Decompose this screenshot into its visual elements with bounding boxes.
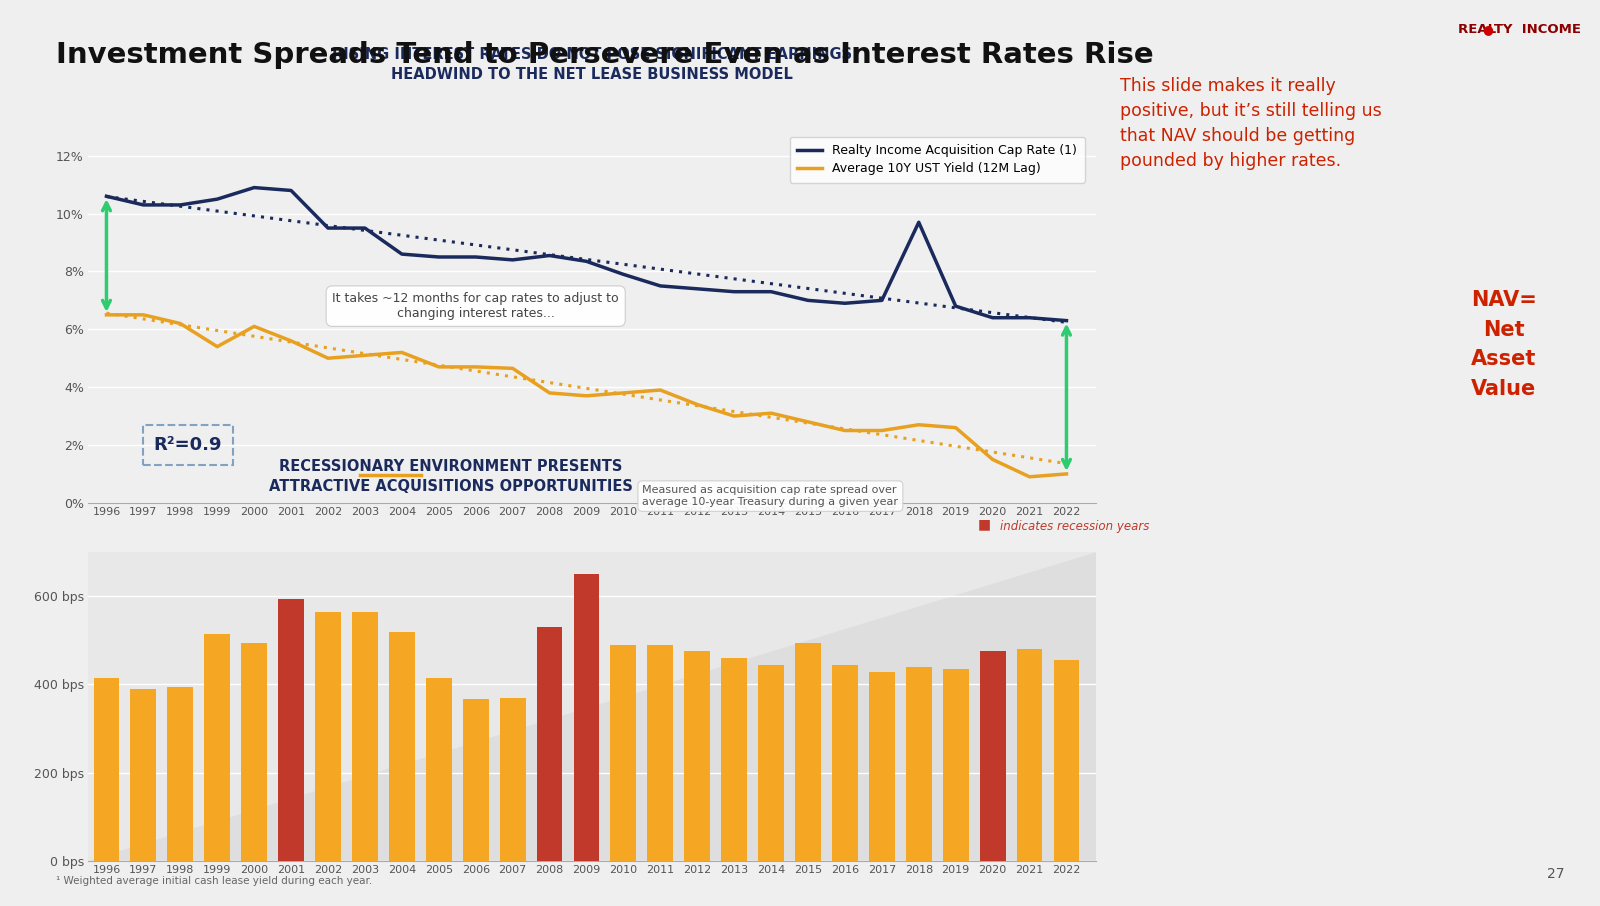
- Text: This slide makes it really
positive, but it’s still telling us
that NAV should b: This slide makes it really positive, but…: [1120, 77, 1382, 170]
- Bar: [168, 687, 194, 861]
- Bar: [685, 651, 710, 861]
- Bar: [1016, 650, 1043, 861]
- Text: R²=0.9: R²=0.9: [154, 436, 222, 454]
- Legend: Realty Income Acquisition Cap Rate (1), Average 10Y UST Yield (12M Lag): Realty Income Acquisition Cap Rate (1), …: [790, 137, 1085, 183]
- Bar: [795, 642, 821, 861]
- Bar: [942, 669, 968, 861]
- Text: Investment Spreads Tend to Persevere Even as Interest Rates Rise: Investment Spreads Tend to Persevere Eve…: [56, 41, 1154, 69]
- Bar: [979, 651, 1005, 861]
- Bar: [832, 665, 858, 861]
- Bar: [648, 645, 674, 861]
- Text: indicates recession years: indicates recession years: [1000, 520, 1150, 533]
- Bar: [611, 645, 637, 861]
- Text: RECESSIONARY ENVIRONMENT PRESENTS
ATTRACTIVE ACQUISITIONS OPPORTUNITIES: RECESSIONARY ENVIRONMENT PRESENTS ATTRAC…: [269, 459, 634, 494]
- Bar: [352, 612, 378, 861]
- Bar: [573, 574, 600, 861]
- Text: NAV=
Net
Asset
Value: NAV= Net Asset Value: [1470, 290, 1538, 399]
- Text: 27: 27: [1547, 867, 1565, 881]
- Bar: [906, 667, 931, 861]
- Bar: [462, 699, 488, 861]
- Polygon shape: [88, 553, 1096, 861]
- Text: ■: ■: [978, 517, 995, 531]
- Polygon shape: [88, 553, 1096, 861]
- Bar: [242, 642, 267, 861]
- Bar: [869, 672, 894, 861]
- Text: RISING INTEREST RATES DO NOT POSE SIGNIFICANT EARNINGS
HEADWIND TO THE NET LEASE: RISING INTEREST RATES DO NOT POSE SIGNIF…: [331, 47, 853, 82]
- Bar: [499, 698, 525, 861]
- Bar: [278, 599, 304, 861]
- Bar: [131, 689, 157, 861]
- Bar: [389, 631, 414, 861]
- Bar: [93, 678, 120, 861]
- Bar: [758, 665, 784, 861]
- Bar: [1053, 660, 1080, 861]
- Text: ¹ Weighted average initial cash lease yield during each year.: ¹ Weighted average initial cash lease yi…: [56, 876, 373, 886]
- Bar: [315, 612, 341, 861]
- Text: REALTY  INCOME: REALTY INCOME: [1459, 23, 1581, 35]
- Text: It takes ~12 months for cap rates to adjust to
changing interest rates...: It takes ~12 months for cap rates to adj…: [333, 292, 619, 320]
- Bar: [426, 678, 451, 861]
- Bar: [536, 627, 563, 861]
- Text: ●: ●: [1483, 23, 1493, 35]
- Bar: [205, 634, 230, 861]
- Text: Measured as acquisition cap rate spread over
average 10-year Treasury during a g: Measured as acquisition cap rate spread …: [643, 486, 899, 507]
- Bar: [722, 658, 747, 861]
